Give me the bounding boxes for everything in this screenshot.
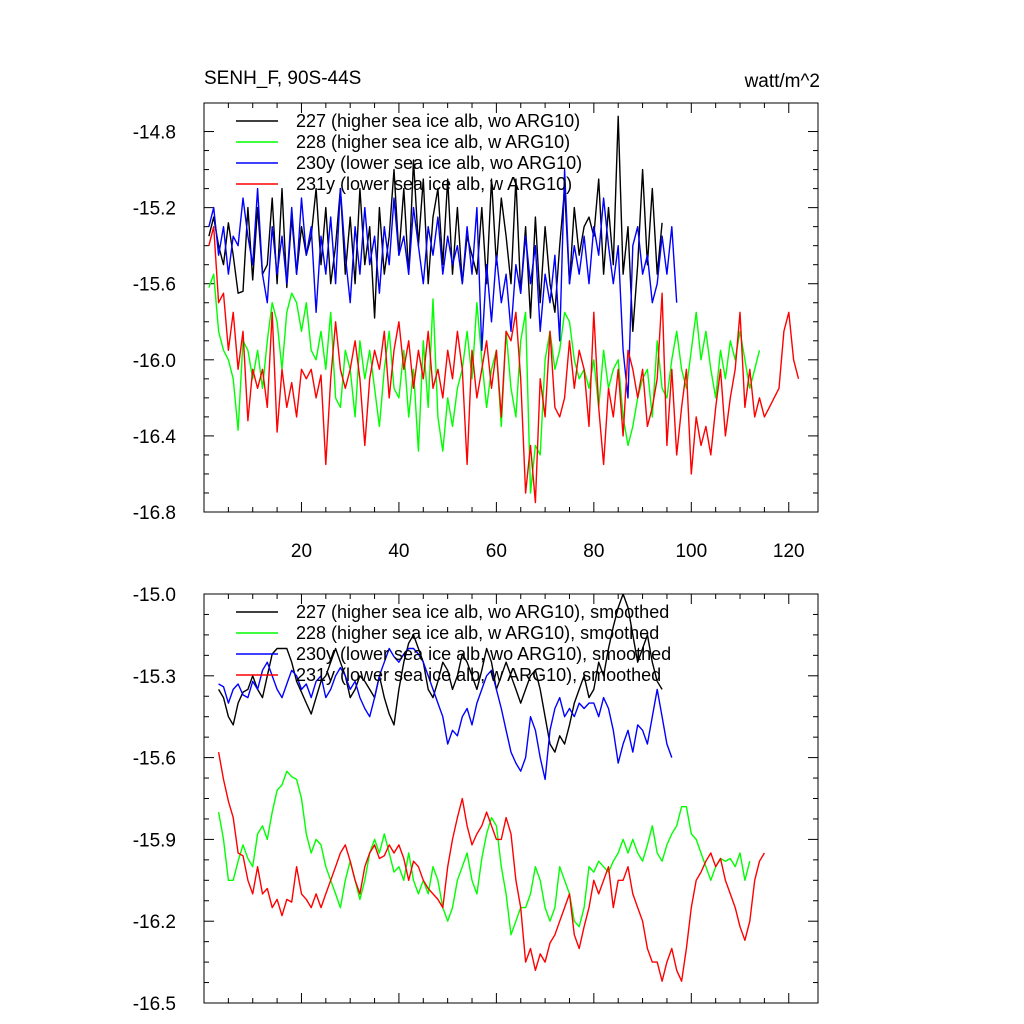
y-tick-label: -15.2	[133, 199, 176, 220]
top-panel-legend: 227 (higher sea ice alb, wo ARG10)228 (h…	[236, 111, 582, 194]
top-panel-plot-frame	[203, 102, 819, 513]
y-tick-label: -15.6	[133, 275, 176, 296]
top-panel: SENH_F, 90S-44S watt/m^2 -14.8 -15.2 -15.6…	[133, 68, 820, 562]
x-tick-label: 60	[486, 541, 507, 562]
y-tick-label: -16.0	[133, 351, 176, 372]
x-tick-label: 120	[773, 541, 805, 562]
top-panel-ticks: -14.8 -15.2 -15.6 -16.0 -16.4 -16.8 20 40 60 80 10…	[133, 103, 818, 562]
series-line-0	[208, 115, 663, 332]
legend-label-0: 227 (higher sea ice alb, wo ARG10), smoo…	[296, 602, 669, 622]
y-tick-label: -15.3	[133, 667, 176, 688]
y-tick-label: -16.2	[133, 912, 176, 933]
y-tick-label: -16.4	[133, 427, 177, 448]
x-tick-label: 100	[675, 541, 707, 562]
legend-label-1: 228 (higher sea ice alb, w ARG10), smoot…	[296, 623, 659, 643]
legend-label-0: 227 (higher sea ice alb, wo ARG10)	[296, 111, 580, 131]
y-tick-label: -15.9	[133, 830, 176, 851]
x-tick-label: 80	[583, 541, 604, 562]
y-tick-label: -16.8	[133, 503, 176, 524]
bottom-panel-legend: 227 (higher sea ice alb, wo ARG10), smoo…	[236, 602, 671, 685]
legend-label-3: 231y (lower sea ice alb, w ARG10), smoot…	[296, 665, 661, 685]
bottom-panel: -15.0 -15.3 -15.6 -15.9 -16.2 -16.5 227 (high…	[133, 585, 819, 1015]
y-tick-label: -16.5	[133, 994, 176, 1015]
series-line-2	[218, 647, 673, 781]
bottom-panel-ticks: -15.0 -15.3 -15.6 -15.9 -16.2 -16.5	[133, 585, 818, 1015]
series-line-1	[217, 770, 751, 936]
legend-label-2: 230y (lower sea ice alb, wo ARG10)	[296, 153, 582, 173]
series-line-2	[208, 168, 678, 399]
series-line-0	[217, 594, 663, 753]
series-line-3	[208, 225, 800, 504]
series-line-3	[217, 751, 766, 982]
legend-label-2: 230y (lower sea ice alb, wo ARG10), smoo…	[296, 644, 671, 664]
top-panel-units: watt/m^2	[744, 71, 820, 92]
legend-label-1: 228 (higher sea ice alb, w ARG10)	[296, 132, 570, 152]
y-tick-label: -15.6	[133, 749, 176, 770]
x-tick-label: 20	[291, 541, 312, 562]
bottom-panel-series	[217, 594, 766, 982]
x-tick-label: 40	[388, 541, 409, 562]
top-panel-title: SENH_F, 90S-44S	[204, 68, 361, 89]
y-tick-label: -15.0	[133, 585, 176, 606]
series-line-1	[208, 273, 761, 494]
y-tick-label: -14.8	[133, 123, 176, 144]
top-panel-series	[208, 115, 800, 504]
legend-label-3: 231y (lower sea ice alb, w ARG10)	[296, 174, 572, 194]
